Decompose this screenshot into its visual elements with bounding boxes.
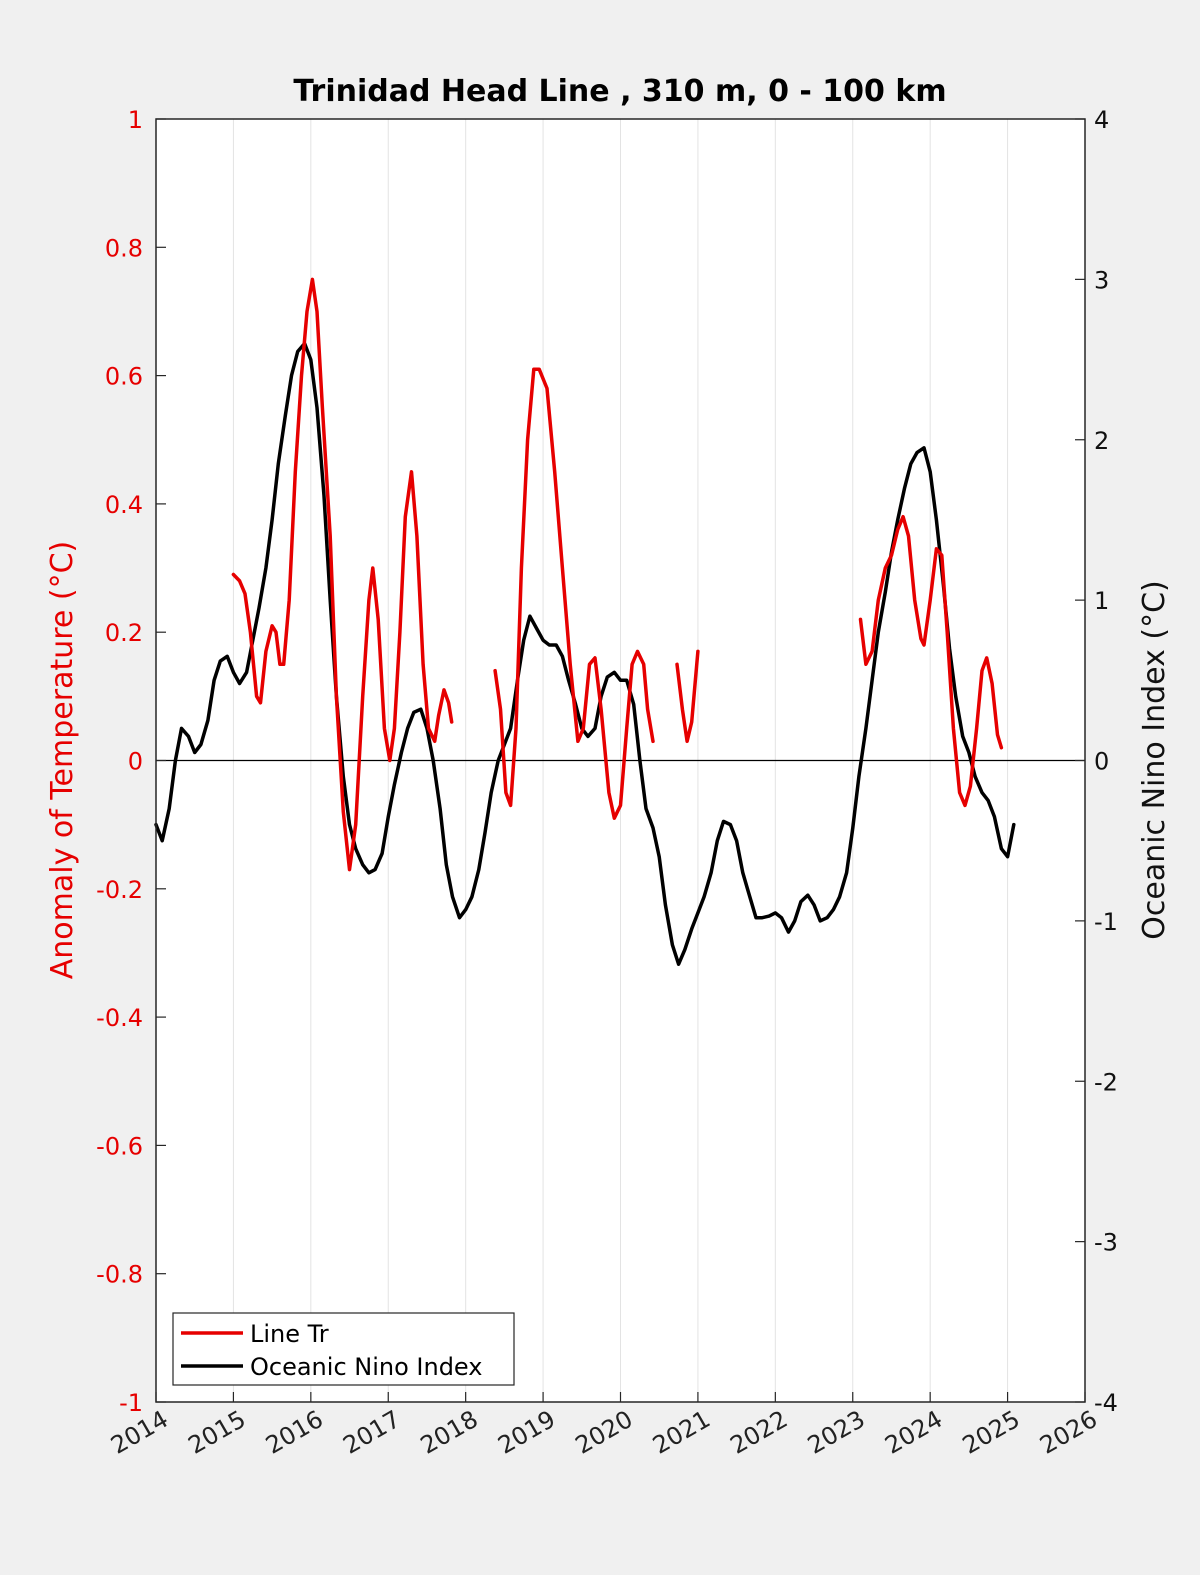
y-left-tick-label: 1: [128, 106, 143, 134]
series-layer: [154, 277, 1016, 966]
y-right-tick-label: 1: [1094, 587, 1109, 615]
y-left-tick-label: -0.6: [96, 1132, 143, 1160]
y-right-tick-label: 0: [1094, 748, 1109, 776]
series-line-line-tr-segment-4: [858, 514, 1004, 808]
series-line-line-tr-segment-2: [493, 367, 655, 820]
y-right-tick-label: -2: [1094, 1068, 1118, 1096]
y-left-tick-label: 0.2: [105, 619, 143, 647]
y-right-tick-label: 2: [1094, 427, 1109, 455]
y-right-tick-label: -4: [1094, 1389, 1118, 1417]
y-left-tick-label: -0.8: [96, 1261, 143, 1289]
x-tick-label: 2018: [416, 1405, 483, 1460]
y-right-tick-label: 4: [1094, 106, 1109, 134]
y-left-tick-label: -0.2: [96, 876, 143, 904]
y-axis-right-label: Oceanic Nino Index (°C): [1137, 580, 1172, 940]
x-tick-label: 2024: [880, 1405, 947, 1460]
x-tick-label: 2026: [1035, 1405, 1102, 1460]
y-left-tick-label: -1: [119, 1389, 143, 1417]
y-left-tick-label: 0.6: [105, 363, 143, 391]
x-tick-label: 2015: [184, 1405, 251, 1460]
series-line-line-tr-segment-3: [675, 649, 700, 744]
legend: Line Tr Oceanic Nino Index: [172, 1312, 515, 1386]
series-line-oceanic-nino-index-segment-1: [154, 341, 1016, 966]
y-right-tick-label: -3: [1094, 1229, 1118, 1257]
x-tick-label: 2025: [958, 1405, 1025, 1460]
y-left-tick-label: -0.4: [96, 1004, 143, 1032]
y-left-tick-label: 0.4: [105, 491, 143, 519]
x-tick-label: 2019: [493, 1405, 560, 1460]
legend-box: [172, 1312, 515, 1386]
x-tick-label: 2020: [571, 1405, 638, 1460]
legend-label-oni: Oceanic Nino Index: [250, 1353, 482, 1381]
y-left-tick-label: 0: [128, 748, 143, 776]
y-right-tick-label: 3: [1094, 266, 1109, 294]
x-tick-label: 2022: [725, 1405, 792, 1460]
legend-label-line-tr: Line Tr: [250, 1320, 329, 1348]
x-tick-label: 2016: [261, 1405, 328, 1460]
y-axis-left-label: Anomaly of Temperature (°C): [45, 541, 80, 980]
x-tick-label: 2023: [803, 1405, 870, 1460]
y-right-tick-label: -1: [1094, 908, 1118, 936]
x-tick-label: 2017: [338, 1405, 405, 1460]
x-tick-label: 2021: [648, 1405, 715, 1460]
series-line-line-tr-segment-1: [231, 277, 454, 872]
chart-title: Trinidad Head Line , 310 m, 0 - 100 km: [293, 74, 946, 109]
y-left-tick-label: 0.8: [105, 234, 143, 262]
